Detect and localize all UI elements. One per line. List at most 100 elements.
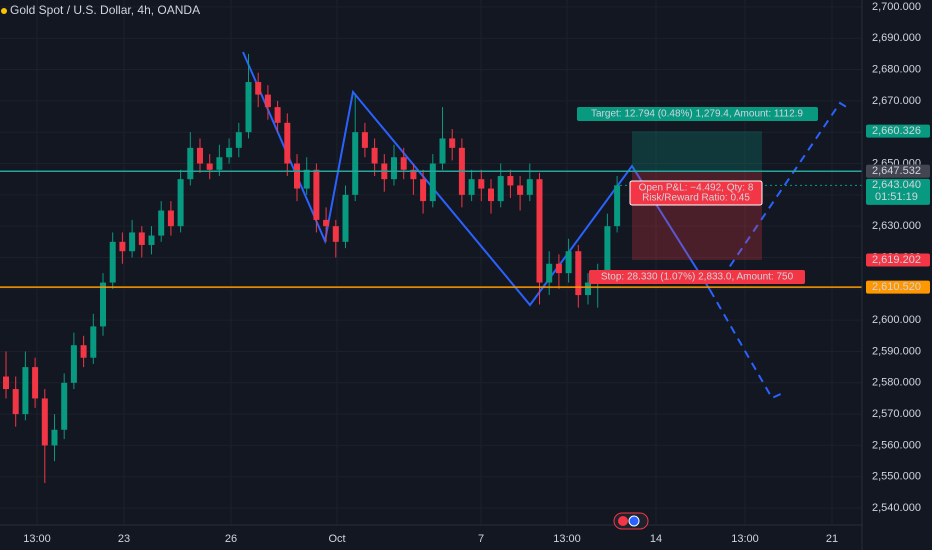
candle-body bbox=[323, 219, 330, 227]
candle-body bbox=[439, 138, 446, 164]
y-tick-label: 2,550.000 bbox=[872, 471, 921, 483]
event-icon bbox=[628, 515, 640, 527]
candle-body bbox=[526, 179, 533, 195]
stop-label-bg bbox=[589, 270, 805, 284]
x-tick-label: 7 bbox=[478, 533, 484, 545]
candle-body bbox=[303, 169, 310, 189]
candle-body bbox=[429, 163, 436, 202]
candle-body bbox=[449, 138, 456, 148]
price-tag bbox=[866, 164, 930, 178]
candle-body bbox=[332, 226, 339, 242]
candle-body bbox=[517, 185, 524, 195]
x-tick-label: 26 bbox=[225, 533, 237, 545]
candle-body bbox=[158, 210, 165, 236]
scale-labels: 2,540.000 2,550.000 2,560.000 2,570.000 2,58… bbox=[23, 1, 930, 545]
y-tick-label: 2,680.000 bbox=[872, 63, 921, 75]
x-tick-label: 13:00 bbox=[553, 533, 581, 545]
candle-body bbox=[80, 345, 87, 358]
y-tick-label: 2,600.000 bbox=[872, 314, 921, 326]
candle-body bbox=[342, 194, 349, 242]
candle-body bbox=[197, 147, 203, 164]
y-tick-label: 2,700.000 bbox=[872, 1, 921, 13]
event-icon bbox=[618, 516, 628, 526]
price-tag bbox=[866, 253, 930, 267]
candle-body bbox=[216, 157, 223, 170]
candle-body bbox=[51, 429, 58, 446]
x-tick-label: 14 bbox=[650, 533, 662, 545]
candle-body bbox=[420, 179, 427, 202]
candle-body bbox=[614, 185, 621, 227]
candle-body bbox=[400, 157, 407, 170]
pnl-label: Open P&L: −4.492, Qty: 8 bbox=[639, 183, 754, 194]
y-tick-label: 2,690.000 bbox=[872, 32, 921, 44]
candle-body bbox=[468, 179, 475, 195]
price-tag-label: 2,647.532 bbox=[872, 165, 921, 177]
candle-body bbox=[138, 232, 145, 245]
symbol-icon bbox=[1, 8, 7, 14]
candle-body bbox=[245, 82, 252, 133]
candle-body bbox=[565, 251, 572, 274]
candle-body bbox=[100, 282, 106, 327]
target-label-bg bbox=[577, 107, 818, 121]
projection-up bbox=[721, 101, 849, 279]
price-tag-label: 2,643.040 bbox=[872, 179, 921, 191]
candle-body bbox=[410, 169, 417, 180]
candle-body bbox=[177, 179, 184, 227]
candle-body bbox=[488, 188, 494, 202]
candle-body bbox=[206, 163, 213, 170]
candle-body bbox=[274, 107, 281, 123]
candle-body bbox=[264, 94, 271, 108]
price-tag-label: 2,660.326 bbox=[872, 125, 921, 137]
event-flag[interactable] bbox=[613, 512, 649, 530]
x-tick-label: Oct bbox=[328, 533, 345, 545]
candle-body bbox=[361, 132, 368, 148]
rr-label: Risk/Reward Ratio: 0.45 bbox=[642, 193, 750, 204]
y-tick-label: 2,560.000 bbox=[872, 439, 921, 451]
candle-body bbox=[22, 367, 29, 415]
candle-body bbox=[352, 132, 359, 195]
candle-body bbox=[119, 241, 126, 252]
candle-body bbox=[148, 235, 155, 245]
price-tag bbox=[866, 178, 930, 205]
candle-body bbox=[187, 147, 194, 180]
candle-body bbox=[585, 282, 591, 296]
stop-label: Stop: 28.330 (1.07%) 2,833.0, Amount: 75… bbox=[601, 272, 794, 283]
candle-body bbox=[129, 232, 136, 252]
candle-body bbox=[391, 157, 397, 180]
candle-body bbox=[3, 376, 9, 390]
candle-body bbox=[555, 263, 562, 274]
candle-body bbox=[294, 163, 300, 189]
price-tag bbox=[866, 124, 930, 138]
price-tag bbox=[866, 280, 930, 294]
y-tick-label: 2,580.000 bbox=[872, 377, 921, 389]
y-tick-label: 2,570.000 bbox=[872, 408, 921, 420]
candle-body bbox=[61, 382, 68, 430]
x-tick-label: 13:00 bbox=[731, 533, 759, 545]
x-tick-label: 23 bbox=[118, 533, 130, 545]
y-tick-label: 2,670.000 bbox=[872, 95, 921, 107]
chart-title: Gold Spot / U.S. Dollar, 4h, OANDA bbox=[10, 3, 200, 17]
candle-body bbox=[32, 367, 39, 399]
candle-body bbox=[167, 210, 174, 227]
candle-body bbox=[497, 176, 504, 202]
price-scale bbox=[862, 0, 932, 550]
candle-body bbox=[255, 82, 262, 95]
y-tick-label: 2,540.000 bbox=[872, 502, 921, 514]
candle-body bbox=[546, 263, 553, 283]
candle-body bbox=[604, 226, 611, 274]
countdown: 01:51:19 bbox=[875, 191, 918, 203]
candle-body bbox=[12, 389, 19, 415]
candle-body bbox=[575, 251, 582, 296]
candle-body bbox=[507, 176, 514, 186]
y-tick-label: 2,630.000 bbox=[872, 220, 921, 232]
price-tag-label: 2,619.202 bbox=[872, 254, 921, 266]
candle-body bbox=[41, 398, 48, 446]
x-tick-label: 21 bbox=[826, 533, 838, 545]
candle-body bbox=[226, 147, 233, 158]
target-label: Target: 12.794 (0.48%) 1,279.4, Amount: … bbox=[591, 109, 803, 120]
candle-body bbox=[313, 169, 320, 220]
candle-body bbox=[536, 179, 543, 283]
candle-body bbox=[478, 179, 485, 189]
candle-body bbox=[284, 122, 291, 164]
